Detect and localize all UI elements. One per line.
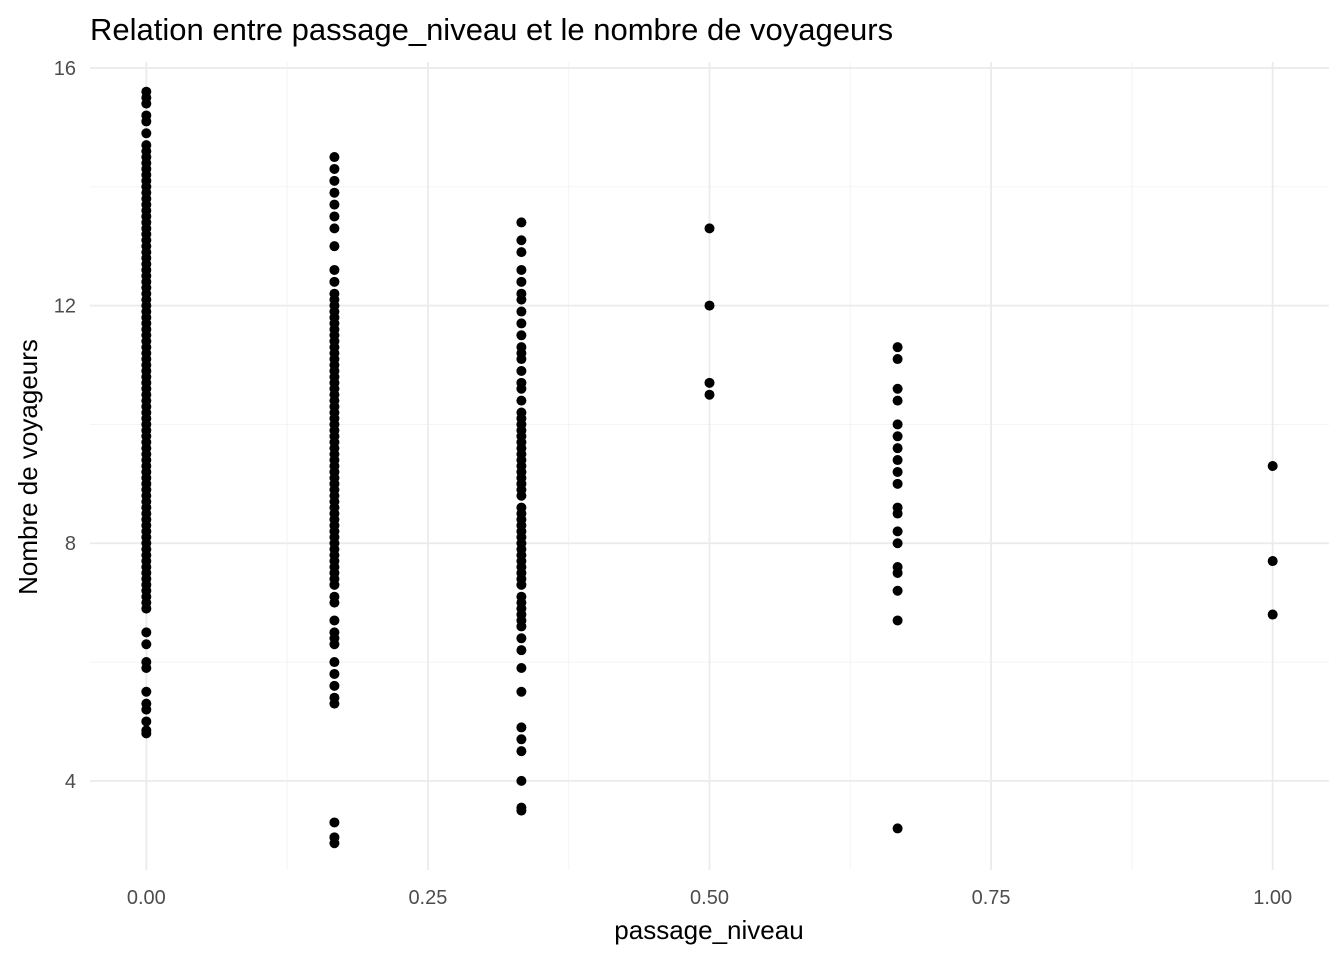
data-point xyxy=(329,175,340,186)
data-point xyxy=(329,817,340,828)
chart-title: Relation entre passage_niveau et le nomb… xyxy=(90,12,893,47)
data-point xyxy=(329,597,340,608)
data-point xyxy=(892,342,903,353)
data-point xyxy=(516,318,527,329)
data-point xyxy=(329,615,340,626)
data-point xyxy=(516,579,527,590)
x-tick-label: 0.50 xyxy=(690,887,729,909)
data-point xyxy=(329,838,340,849)
data-point xyxy=(141,128,152,139)
data-point xyxy=(141,716,152,727)
data-point xyxy=(892,383,903,394)
y-tick-label: 16 xyxy=(54,58,76,80)
data-point xyxy=(329,223,340,234)
y-tick-label: 4 xyxy=(65,771,76,793)
x-tick-label: 0.75 xyxy=(972,887,1011,909)
data-point xyxy=(329,276,340,287)
data-point xyxy=(329,657,340,668)
data-point xyxy=(1267,556,1278,567)
data-point xyxy=(892,615,903,626)
data-point xyxy=(141,639,152,650)
data-point xyxy=(1267,461,1278,471)
data-point xyxy=(329,163,340,174)
data-point xyxy=(892,466,903,477)
data-point xyxy=(892,526,903,537)
data-point xyxy=(516,621,527,632)
data-point xyxy=(329,698,340,709)
major-gridlines xyxy=(90,62,1329,870)
data-point xyxy=(141,116,152,127)
data-point xyxy=(516,354,527,365)
data-points xyxy=(141,86,1278,849)
y-axis-title: Nombre de voyageurs xyxy=(13,339,43,595)
data-point xyxy=(329,668,340,679)
data-point xyxy=(892,354,903,365)
data-point xyxy=(516,734,527,745)
data-point xyxy=(516,645,527,656)
data-point xyxy=(329,152,340,163)
data-point xyxy=(516,276,527,287)
data-point xyxy=(892,443,903,454)
data-point xyxy=(516,235,527,246)
data-point xyxy=(892,585,903,596)
data-point xyxy=(141,603,152,614)
data-point xyxy=(141,704,152,715)
data-point xyxy=(329,680,340,691)
data-point xyxy=(516,686,527,697)
data-point xyxy=(516,217,527,228)
y-tick-label: 8 xyxy=(65,533,76,555)
data-point xyxy=(516,746,527,757)
data-point xyxy=(141,627,152,638)
data-point xyxy=(892,567,903,578)
data-point xyxy=(141,98,152,109)
data-point xyxy=(141,663,152,673)
x-tick-label: 0.00 xyxy=(127,887,166,909)
data-point xyxy=(892,419,903,430)
data-point xyxy=(141,728,152,739)
data-point xyxy=(329,199,340,210)
data-point xyxy=(516,330,527,341)
data-point xyxy=(704,300,715,311)
x-tick-label: 0.25 xyxy=(408,887,447,909)
data-point xyxy=(516,306,527,317)
data-point xyxy=(516,775,527,786)
data-point xyxy=(329,639,340,650)
data-point xyxy=(892,538,903,549)
data-point xyxy=(892,823,903,834)
data-point xyxy=(516,490,527,501)
data-point xyxy=(516,633,527,644)
data-point xyxy=(1267,609,1278,620)
data-point xyxy=(329,211,340,222)
data-point xyxy=(892,455,903,466)
y-tick-label: 12 xyxy=(54,296,76,318)
data-point xyxy=(892,508,903,519)
data-point xyxy=(516,722,527,733)
data-point xyxy=(516,294,527,305)
x-tick-label: 1.00 xyxy=(1253,887,1292,909)
data-point xyxy=(704,377,715,388)
data-point xyxy=(516,247,527,258)
data-point xyxy=(704,389,715,400)
x-axis-title: passage_niveau xyxy=(614,915,803,945)
data-point xyxy=(892,395,903,406)
data-point xyxy=(329,579,340,590)
data-point xyxy=(704,223,715,234)
data-point xyxy=(329,241,340,252)
data-point xyxy=(141,686,152,697)
data-point xyxy=(329,187,340,198)
data-point xyxy=(516,395,527,406)
data-point xyxy=(516,264,527,275)
data-point xyxy=(516,365,527,376)
data-point xyxy=(516,383,527,394)
data-point xyxy=(516,663,527,673)
data-point xyxy=(329,264,340,275)
data-point xyxy=(892,431,903,442)
data-point xyxy=(892,478,903,489)
tick-labels: 0.00 0.25 0.50 0.75 1.00 4 8 12 16 xyxy=(54,58,1292,909)
data-point xyxy=(516,805,527,816)
